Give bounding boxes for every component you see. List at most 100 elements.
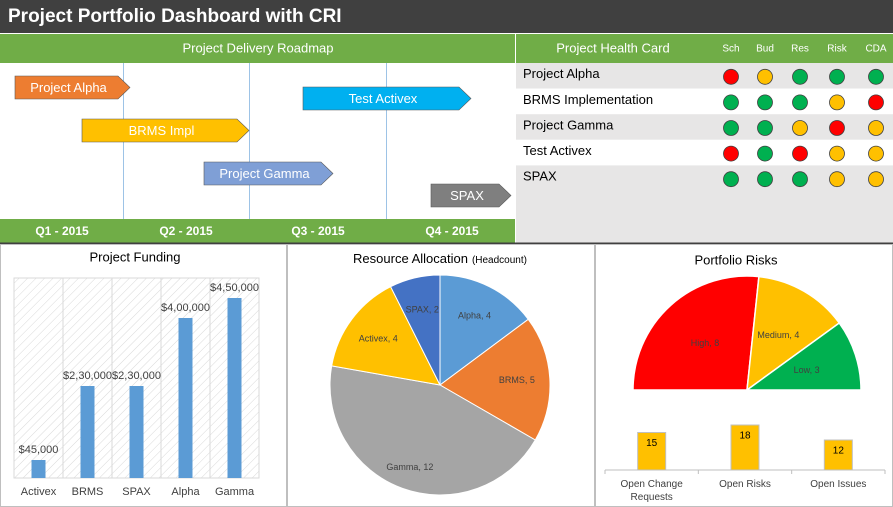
project-name: Project Alpha: [523, 66, 600, 81]
status-indicator: [868, 120, 884, 136]
roadmap-title: Project Delivery Roadmap: [182, 40, 333, 55]
task-arrow: [81, 118, 250, 143]
bar: [129, 386, 144, 478]
task-arrow: [14, 75, 131, 100]
gauge-slice: [744, 321, 862, 391]
status-indicator: [757, 94, 773, 111]
project-name: BRMS Implementation: [523, 92, 653, 107]
x-tick-label: Alpha: [171, 486, 200, 498]
health-filler: [516, 191, 893, 243]
status-indicator: [757, 171, 773, 188]
status-indicator: [757, 68, 773, 85]
bar: [227, 298, 242, 478]
status-indicator: [723, 68, 739, 85]
pie-slice: [329, 365, 536, 496]
status-indicator: [868, 94, 884, 111]
status-indicator: [792, 145, 808, 162]
status-indicator: [829, 171, 845, 188]
x-tick-label: Open Issues: [810, 479, 867, 490]
status-indicator: [792, 94, 808, 111]
quarter-label: Q1 - 2015: [35, 224, 89, 238]
data-label: $4,50,000: [210, 282, 259, 294]
task-label: Project Gamma: [219, 166, 310, 181]
gauge-slice: [632, 275, 760, 391]
status-indicator: [868, 171, 884, 188]
data-label: High, 8: [691, 338, 720, 348]
status-indicator: [829, 68, 845, 85]
pie-slice: [439, 318, 551, 441]
status-indicator: [757, 120, 773, 136]
data-label: BRMS, 5: [499, 375, 535, 385]
pie-slice: [389, 274, 441, 386]
health-column: Bud: [756, 44, 774, 55]
x-tick-label: BRMS: [72, 486, 104, 498]
status-indicator: [723, 171, 739, 188]
title-bar: [0, 0, 893, 33]
task-label: Project Alpha: [30, 80, 107, 95]
data-label: Gamma, 12: [386, 462, 433, 472]
bar: [823, 439, 853, 471]
data-label: 18: [739, 431, 751, 442]
bar: [31, 460, 46, 478]
task-arrow: [203, 161, 334, 186]
quarter-label: Q2 - 2015: [159, 224, 213, 238]
status-indicator: [757, 145, 773, 162]
data-label: Alpha, 4: [458, 311, 491, 321]
x-tick-label: Gamma: [215, 486, 255, 498]
data-label: 15: [646, 438, 658, 449]
quarter-bar: [0, 219, 515, 243]
task-label: SPAX: [450, 188, 484, 203]
quarter-label: Q3 - 2015: [291, 224, 345, 238]
health-title: Project Health Card: [556, 40, 669, 55]
status-indicator: [723, 94, 739, 111]
data-label: $4,00,000: [161, 302, 210, 314]
subtitle-text: (Headcount): [472, 255, 527, 266]
status-indicator: [792, 120, 808, 136]
status-indicator: [829, 94, 845, 111]
status-indicator: [829, 120, 845, 136]
status-indicator: [792, 171, 808, 188]
task-label: BRMS Impl: [129, 123, 195, 138]
header-bar: [0, 34, 893, 63]
title-text: Resource Allocation: [353, 251, 468, 266]
page-title: Project Portfolio Dashboard with CRI: [8, 6, 342, 27]
task-arrow: [430, 183, 512, 208]
data-label: $45,000: [19, 444, 59, 456]
project-name: Test Activex: [523, 143, 592, 158]
health-column: Res: [791, 44, 809, 55]
data-label: SPAX, 2: [406, 304, 439, 314]
chart-title: Project Funding: [89, 249, 180, 264]
data-label: Medium, 4: [757, 330, 799, 340]
status-indicator: [723, 120, 739, 136]
data-label: $2,30,000: [63, 370, 112, 382]
x-tick-label: Open Risks: [719, 479, 771, 490]
x-tick-label: SPAX: [122, 486, 151, 498]
data-label: $2,30,000: [112, 370, 161, 382]
x-tick-label: Open Risks: [719, 479, 771, 490]
chart-title: Portfolio Risks: [694, 252, 778, 267]
status-indicator: [723, 145, 739, 162]
project-name: Project Gamma: [523, 117, 614, 132]
status-indicator: [829, 145, 845, 162]
health-column: Risk: [827, 44, 847, 55]
bar: [178, 318, 193, 478]
chart-title: Resource Allocation (Headcount): [353, 251, 527, 266]
pie-slice: [439, 274, 529, 386]
data-label: Low, 3: [794, 365, 820, 375]
project-name: SPAX: [523, 169, 557, 184]
data-label: Activex, 4: [359, 333, 398, 343]
x-tick-label: Open Issues: [810, 479, 867, 490]
status-indicator: [868, 68, 884, 85]
x-tick-label: Activex: [21, 486, 57, 498]
status-indicator: [792, 68, 808, 85]
status-indicator: [868, 145, 884, 162]
task-label: Test Activex: [349, 91, 418, 106]
pie-slice: [331, 286, 441, 386]
task-arrow: [302, 86, 472, 111]
x-tick-label: Open Change Requests: [621, 479, 683, 503]
data-label: 12: [833, 446, 845, 457]
quarter-label: Q4 - 2015: [425, 224, 479, 238]
bar: [637, 432, 667, 471]
